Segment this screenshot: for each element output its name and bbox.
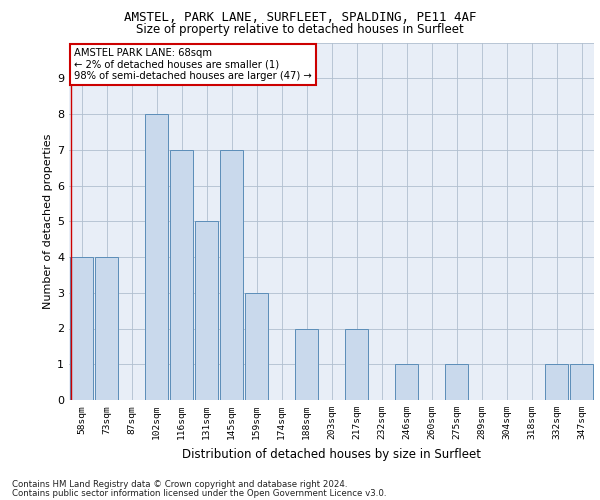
Bar xyxy=(170,150,193,400)
Bar xyxy=(545,364,568,400)
Bar xyxy=(345,328,368,400)
Text: AMSTEL, PARK LANE, SURFLEET, SPALDING, PE11 4AF: AMSTEL, PARK LANE, SURFLEET, SPALDING, P… xyxy=(124,11,476,24)
Bar xyxy=(145,114,168,400)
Bar xyxy=(395,364,418,400)
Bar xyxy=(70,257,93,400)
Bar xyxy=(445,364,468,400)
Bar xyxy=(570,364,593,400)
X-axis label: Distribution of detached houses by size in Surfleet: Distribution of detached houses by size … xyxy=(182,448,481,460)
Bar xyxy=(295,328,318,400)
Bar xyxy=(220,150,243,400)
Bar xyxy=(95,257,118,400)
Text: AMSTEL PARK LANE: 68sqm
← 2% of detached houses are smaller (1)
98% of semi-deta: AMSTEL PARK LANE: 68sqm ← 2% of detached… xyxy=(74,48,312,81)
Y-axis label: Number of detached properties: Number of detached properties xyxy=(43,134,53,309)
Text: Contains public sector information licensed under the Open Government Licence v3: Contains public sector information licen… xyxy=(12,488,386,498)
Text: Contains HM Land Registry data © Crown copyright and database right 2024.: Contains HM Land Registry data © Crown c… xyxy=(12,480,347,489)
Bar xyxy=(195,221,218,400)
Text: Size of property relative to detached houses in Surfleet: Size of property relative to detached ho… xyxy=(136,22,464,36)
Bar xyxy=(245,292,268,400)
